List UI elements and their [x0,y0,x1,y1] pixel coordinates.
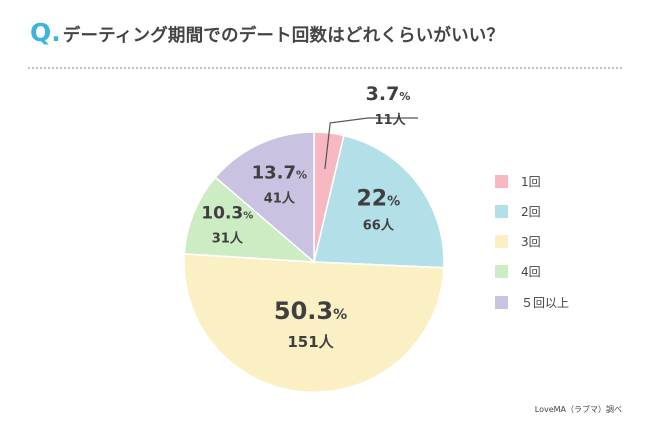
slice-percent-label: 50.3% [274,297,347,325]
slice-count-label: 66人 [363,217,395,233]
slice-count-label: 41人 [264,190,296,206]
pie-slice-2 [313,134,445,269]
slice-percent-label: 22% [356,186,400,211]
legend-label: 4回 [521,265,541,280]
slice-count-label: 151人 [287,333,334,351]
percent-value: 10.3 [201,204,243,224]
pie-slice-3 [183,253,445,394]
legend-label: 1回 [521,174,541,189]
pie-slice-4 [183,176,317,263]
percent-unit: % [296,168,307,181]
legend-swatch [495,204,508,218]
legend-swatch [495,265,508,279]
slice-percent-label: 13.7% [252,162,307,183]
legend-item-1: 1回 [495,172,569,190]
percent-value: 50.3 [274,297,333,325]
legend-item-5: ５回以上 [495,293,569,311]
legend-label: 3回 [521,235,541,250]
slice-count-label: 31人 [212,231,244,247]
title-text: デーティング期間でのデート回数はどれくらいがいい？ [62,26,505,46]
percent-value: 22 [356,186,387,211]
legend-label: ５回以上 [521,295,570,310]
slice-count-label: 11人 [374,112,406,128]
legend-swatch [495,295,508,309]
legend: 1回 2回 3回 4回 ５回以上 [495,172,569,323]
slice-percent-label: 3.7% [366,83,411,105]
pie-slice-5plus [214,131,315,264]
title-divider [28,67,622,69]
legend-label: 2回 [521,204,541,219]
legend-item-4: 4回 [495,263,569,281]
percent-unit: % [399,90,410,103]
legend-item-3: 3回 [495,233,569,251]
percent-unit: % [333,307,347,323]
chart-title: Q. デーティング期間でのデート回数はどれくらいがいい？ [30,18,504,58]
percent-value: 13.7 [252,162,296,183]
slice-percent-label: 10.3% [201,204,253,224]
source-note: LoveMA（ラブマ）調べ [534,405,622,414]
leader-line [324,117,418,170]
legend-swatch [495,235,508,249]
percent-unit: % [243,211,253,222]
legend-item-2: 2回 [495,202,569,220]
question-mark: Q. [30,18,61,47]
legend-swatch [495,174,508,188]
percent-unit: % [387,194,400,209]
percent-value: 3.7 [366,83,400,105]
